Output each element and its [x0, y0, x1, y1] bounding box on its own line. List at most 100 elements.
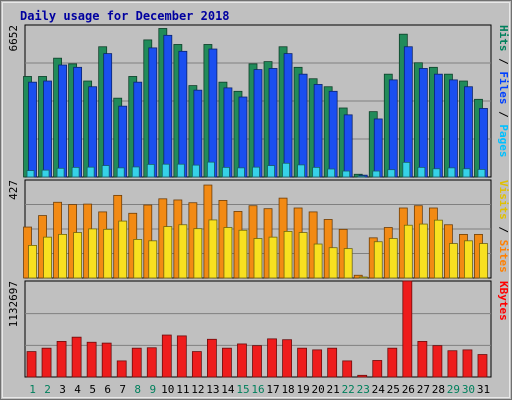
bar-files-day-13	[208, 48, 218, 178]
x-tick-label-day-21: 21	[327, 383, 340, 396]
bar-visits-day-24	[373, 241, 383, 279]
x-tick-label-day-10: 10	[161, 383, 174, 396]
legend-pages: Pages	[497, 124, 510, 157]
bar-pages-day-18	[282, 162, 290, 178]
bar-visits-day-16	[253, 238, 263, 279]
chart-panel-middle: 427 Visits / Sites	[7, 179, 510, 279]
bar-files-day-21	[328, 90, 338, 178]
bar-kbytes-day-22	[342, 360, 353, 378]
bar-visits-day-12	[193, 228, 203, 279]
bar-kbytes-day-12	[191, 351, 202, 378]
bar-visits-day-17	[268, 236, 278, 279]
bar-visits-day-6	[103, 228, 113, 279]
bar-visits-day-30	[464, 240, 473, 279]
bar-files-day-8	[133, 81, 143, 178]
bar-files-day-1	[28, 81, 37, 178]
bar-pages-day-26	[402, 161, 411, 178]
x-tick-label-day-18: 18	[281, 383, 294, 396]
x-tick-label-day-17: 17	[266, 383, 279, 396]
bar-files-day-20	[313, 84, 323, 178]
bar-pages-day-14	[222, 167, 230, 178]
bar-pages-day-27	[417, 167, 426, 178]
bar-kbytes-day-5	[86, 341, 97, 378]
bar-pages-day-8	[131, 166, 140, 178]
bar-files-day-16	[253, 69, 263, 178]
bar-visits-day-2	[43, 236, 52, 279]
x-tick-label-day-8: 8	[134, 383, 141, 396]
x-tick-label-day-20: 20	[312, 383, 325, 396]
bar-kbytes-day-31	[477, 354, 488, 378]
chart-panel-bottom: 1132697 KBytes	[7, 280, 510, 378]
x-tick-label-day-30: 30	[462, 383, 475, 396]
x-tick-label-day-19: 19	[296, 383, 309, 396]
bar-visits-day-1	[28, 245, 37, 279]
bar-pages-day-23	[357, 175, 366, 178]
bar-pages-day-10	[161, 163, 170, 178]
ymax-label-bottom: 1132697	[7, 281, 20, 327]
bar-files-day-6	[103, 53, 113, 178]
bar-visits-day-31	[479, 243, 488, 279]
x-tick-label-day-22: 22	[342, 383, 355, 396]
legend-separator: /	[497, 105, 510, 125]
x-tick-label-day-23: 23	[357, 383, 370, 396]
bar-visits-day-4	[73, 232, 83, 279]
bar-visits-day-14	[223, 227, 233, 279]
legend-middle: Visits / Sites	[497, 180, 510, 273]
bar-kbytes-day-15	[237, 343, 247, 378]
bar-visits-day-13	[208, 219, 218, 279]
bar-files-day-28	[433, 73, 443, 178]
bar-pages-day-21	[327, 168, 336, 178]
bar-visits-day-20	[313, 243, 323, 279]
x-tick-label-day-4: 4	[74, 383, 81, 396]
chart-title: Daily usage for December 2018	[20, 9, 230, 23]
bar-files-day-26	[403, 46, 413, 178]
x-tick-label-day-2: 2	[44, 383, 51, 396]
bar-visits-day-27	[418, 223, 428, 279]
bar-kbytes-day-16	[252, 345, 262, 378]
bar-files-day-22	[343, 114, 353, 178]
legend-visits: Visits	[497, 180, 510, 220]
chart-panel-top: 6652 Hits / Files / Pages	[7, 24, 510, 178]
x-tick-label-day-1: 1	[29, 383, 36, 396]
bar-files-day-24	[373, 118, 383, 178]
bar-pages-day-17	[267, 165, 275, 178]
bar-pages-day-12	[191, 164, 200, 178]
bar-kbytes-day-17	[267, 338, 277, 378]
bar-pages-day-16	[252, 166, 260, 178]
bar-pages-day-31	[477, 169, 486, 178]
bar-pages-day-13	[207, 161, 215, 178]
bar-visits-day-11	[178, 224, 188, 279]
bar-kbytes-day-29	[447, 350, 458, 378]
bar-kbytes-day-26	[402, 280, 413, 378]
bar-files-day-2	[43, 80, 52, 178]
bar-pages-day-5	[86, 166, 95, 178]
bar-kbytes-day-7	[116, 360, 127, 378]
x-tick-label-day-14: 14	[221, 383, 235, 396]
bar-files-day-30	[464, 86, 473, 178]
bar-files-day-17	[268, 68, 278, 178]
bar-visits-day-15	[238, 229, 248, 279]
bar-kbytes-day-9	[146, 347, 157, 378]
bar-visits-day-29	[449, 243, 458, 279]
bar-kbytes-day-6	[101, 342, 112, 378]
bar-visits-day-10	[163, 226, 173, 279]
bar-visits-day-25	[388, 238, 398, 279]
x-tick-label-day-29: 29	[447, 383, 460, 396]
legend-kbytes: KBytes	[497, 281, 510, 321]
bar-files-day-29	[449, 79, 458, 178]
bar-kbytes-day-18	[282, 339, 292, 378]
bar-pages-day-7	[116, 167, 125, 178]
bar-pages-day-2	[41, 169, 50, 178]
x-tick-label-day-6: 6	[104, 383, 111, 396]
bar-files-day-7	[118, 105, 128, 178]
bar-files-day-18	[283, 53, 293, 178]
ymax-label-top: 6652	[7, 25, 20, 52]
bar-kbytes-day-1	[26, 351, 37, 378]
legend-hits: Hits	[497, 25, 510, 52]
bar-pages-day-20	[312, 167, 321, 178]
bar-kbytes-day-20	[312, 349, 323, 378]
bar-kbytes-day-30	[462, 349, 473, 378]
legend-separator: /	[497, 220, 510, 240]
bar-kbytes-day-27	[417, 341, 428, 378]
bar-visits-day-18	[283, 231, 293, 279]
